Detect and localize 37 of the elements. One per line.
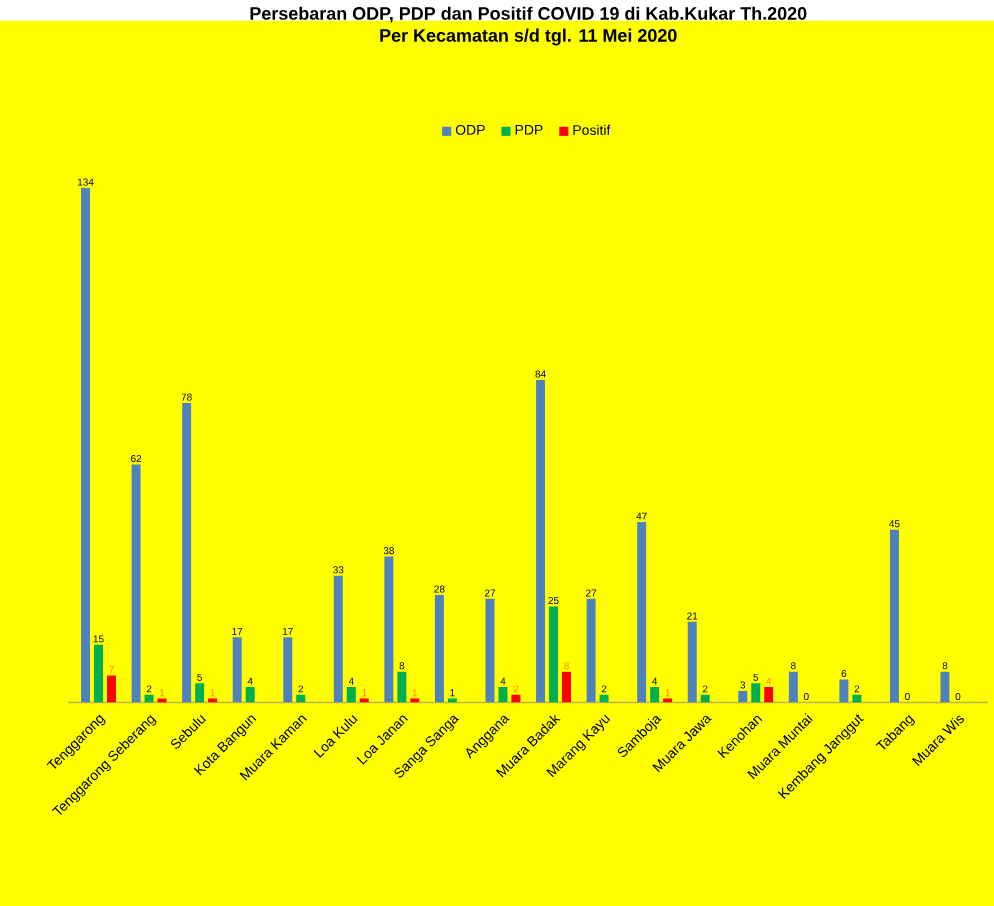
bar bbox=[889, 529, 899, 702]
bar bbox=[599, 694, 609, 702]
bar bbox=[764, 686, 774, 702]
bar bbox=[333, 575, 343, 702]
bar bbox=[182, 402, 192, 702]
bar bbox=[283, 636, 293, 702]
bar bbox=[485, 598, 495, 702]
bar bbox=[549, 606, 559, 702]
bar bbox=[384, 556, 394, 702]
bar bbox=[562, 671, 571, 702]
bar bbox=[536, 379, 546, 702]
bar bbox=[586, 598, 596, 702]
bar bbox=[434, 594, 444, 702]
bar bbox=[637, 521, 647, 702]
chart-title: Persebaran ODP, PDP dan Positif COVID 19 di Kab.Kukar Th.2020 bbox=[250, 6, 807, 23]
bar bbox=[81, 187, 91, 702]
bar bbox=[296, 694, 306, 702]
bar bbox=[195, 682, 205, 702]
bar bbox=[650, 686, 660, 702]
bar bbox=[245, 686, 255, 702]
bar bbox=[511, 694, 521, 702]
bar bbox=[144, 694, 154, 702]
bar bbox=[687, 621, 697, 702]
bar bbox=[852, 694, 862, 702]
bar bbox=[107, 675, 116, 702]
bar bbox=[131, 463, 141, 702]
chart-subtitle: Per Kecamatan s/d tgl. 11 Mei 2020 bbox=[380, 28, 677, 46]
bar bbox=[498, 686, 508, 702]
bar bbox=[94, 644, 103, 702]
bar bbox=[232, 636, 242, 702]
bar bbox=[700, 694, 710, 702]
bar bbox=[738, 690, 748, 702]
bar bbox=[397, 671, 407, 702]
bar bbox=[751, 682, 761, 702]
bar bbox=[839, 678, 849, 702]
bar bbox=[346, 686, 356, 702]
bar bbox=[788, 671, 798, 702]
